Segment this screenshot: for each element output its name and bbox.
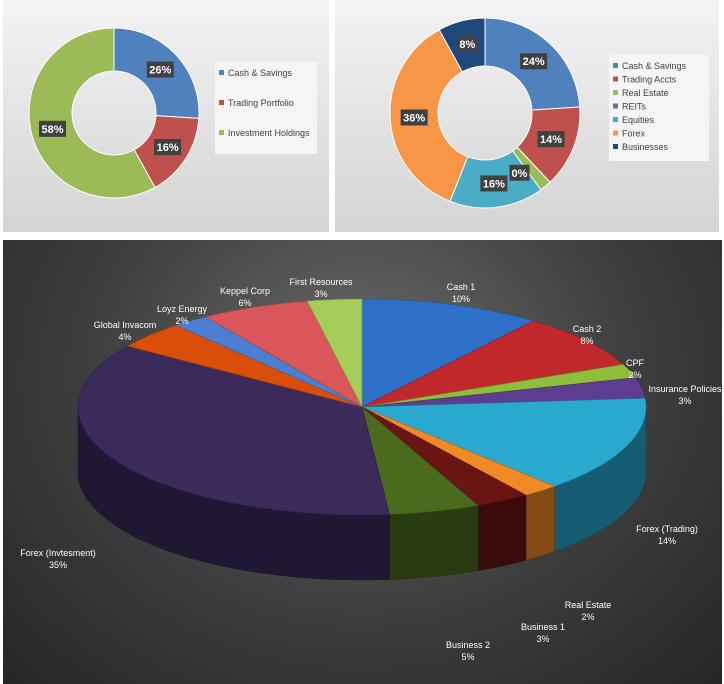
chart-2-data-label-6: 8%	[459, 39, 475, 51]
chart-3-top-faces	[77, 298, 647, 516]
chart-1-data-label-bg-1	[154, 139, 182, 156]
chart-1-data-label-bg-0	[146, 61, 174, 78]
chart-3-side-6	[477, 494, 527, 571]
chart-2-legend-swatch-6	[613, 144, 618, 149]
chart-3-category-label-7: Business 2	[446, 640, 490, 650]
chart-3-category-label-1: Cash 2	[573, 324, 602, 334]
chart-3-side-5	[525, 486, 555, 561]
chart-2-data-label-bg-5	[400, 109, 428, 126]
chart-2-legend-entry-3: REITs	[622, 102, 647, 112]
chart-3-labels: Cash 1 10% Cash 2 8% CPF 2% Insurance Policies…	[20, 277, 722, 662]
chart-3-slice-4	[361, 397, 647, 487]
chart-3-category-label-4: Forex (Trading)	[636, 524, 698, 534]
chart-2-legend-entry-0: Cash & Savings	[622, 61, 687, 71]
chart-3-category-label-6: Business 1	[521, 622, 565, 632]
chart-1-data-label-bg-2	[38, 120, 66, 137]
chart-2-data-label-0: 24%	[523, 56, 545, 68]
chart-1-donut: 26% 16% 58% Cash & Savings Trading Portfolio…	[28, 27, 317, 199]
chart-2-data-label-bg-6	[457, 36, 478, 53]
chart-2-panel: 24% 14% 0% 16% 36% 8% Cash & Savings Trading Ac…	[335, 0, 719, 232]
chart-3-category-label-2: CPF	[626, 358, 645, 368]
chart-3-category-label-11: Keppel Corp	[220, 286, 270, 296]
chart-2-legend-swatch-3	[613, 103, 618, 109]
chart-3-slice-12	[306, 298, 363, 408]
chart-3-slice-1	[361, 320, 624, 408]
chart-1-slice-2	[28, 27, 156, 199]
chart-2-legend-entry-1: Trading Accts	[622, 75, 677, 85]
chart-3-side-7	[389, 505, 479, 580]
chart-3-value-label-3: 3%	[678, 396, 691, 406]
chart-2-legend-swatch-2	[613, 90, 618, 95]
chart-1-data-label-2: 58%	[41, 124, 63, 136]
chart-2-legend-swatch-5	[613, 130, 618, 136]
chart-1-panel: 26% 16% 58% Cash & Savings Trading Portfolio…	[3, 0, 329, 232]
chart-3-value-label-6: 3%	[536, 634, 549, 644]
chart-2-data-label-bg-4	[480, 175, 508, 192]
chart-3-value-label-0: 10%	[452, 294, 470, 304]
chart-2-data-label-5: 36%	[403, 112, 425, 124]
chart-2-legend-entry-2: Real Estate	[622, 88, 669, 98]
chart-3-value-label-8: 35%	[49, 560, 67, 570]
chart-1-data-label-0: 26%	[149, 65, 171, 77]
chart-2-legend-swatch-0	[613, 63, 618, 68]
chart-2-donut: 24% 14% 0% 16% 36% 8% Cash & Savings Trading Ac…	[389, 17, 709, 209]
chart-2-data-label-bg-0	[520, 53, 548, 70]
chart-1-legend-entry-1: Trading Portfolio	[228, 98, 294, 108]
chart-2-data-label-bg-1	[537, 131, 565, 148]
chart-3-category-label-3: Insurance Policies	[648, 384, 722, 394]
chart-1-legend-swatch-0	[219, 70, 224, 75]
chart-2-legend-entry-5: Forex	[622, 129, 646, 139]
chart-2-data-label-1: 14%	[540, 134, 562, 146]
chart-2-legend	[609, 55, 709, 161]
chart-3-category-label-5: Real Estate	[565, 600, 612, 610]
chart-3-value-label-10: 2%	[175, 316, 188, 326]
chart-3-value-label-7: 5%	[461, 652, 474, 662]
chart-3-slice-8	[77, 345, 390, 516]
chart-3-category-label-10: Loyz Energy	[157, 304, 208, 314]
chart-3-value-label-9: 4%	[118, 332, 131, 342]
chart-2-data-label-bg-3	[509, 164, 530, 181]
chart-3-category-label-9: Global Invacom	[94, 320, 157, 330]
chart-1-legend-swatch-2	[219, 130, 224, 135]
chart-3-category-label-0: Cash 1	[447, 282, 476, 292]
chart-3-side-walls	[77, 406, 647, 581]
chart-3-value-label-4: 14%	[658, 536, 676, 546]
chart-3-value-label-2: 2%	[628, 370, 641, 380]
chart-1-legend-swatch-1	[219, 100, 224, 105]
chart-1-legend	[215, 62, 317, 154]
chart-3-slice-0	[361, 298, 535, 408]
chart-2-data-label-3: 0%	[512, 168, 528, 180]
chart-2-legend-entry-4: Equities	[622, 115, 655, 125]
chart-2-legend-swatch-1	[613, 76, 618, 82]
chart-2-legend-entry-6: Businesses	[622, 142, 669, 152]
chart-1-data-label-1: 16%	[157, 142, 179, 154]
chart-3-panel: Cash 1 10% Cash 2 8% CPF 2% Insurance Policies…	[3, 240, 722, 684]
chart-2-data-label-4: 16%	[483, 178, 505, 190]
chart-3-value-label-5: 2%	[581, 612, 594, 622]
chart-1-legend-entry-2: Investment Holdings	[228, 128, 310, 138]
chart-2-slice-5	[389, 29, 469, 202]
chart-3-value-label-11: 6%	[238, 298, 251, 308]
chart-2-legend-swatch-4	[613, 117, 618, 122]
chart-3-value-label-12: 3%	[314, 289, 327, 299]
chart-1-legend-entry-0: Cash & Savings	[228, 68, 293, 78]
chart-3-3d-pie: Cash 1 10% Cash 2 8% CPF 2% Insurance Policies…	[20, 277, 722, 662]
chart-3-value-label-1: 8%	[580, 336, 593, 346]
chart-3-category-label-8: Forex (Invtesment)	[20, 548, 96, 558]
chart-3-category-label-12: First Resources	[289, 277, 353, 287]
